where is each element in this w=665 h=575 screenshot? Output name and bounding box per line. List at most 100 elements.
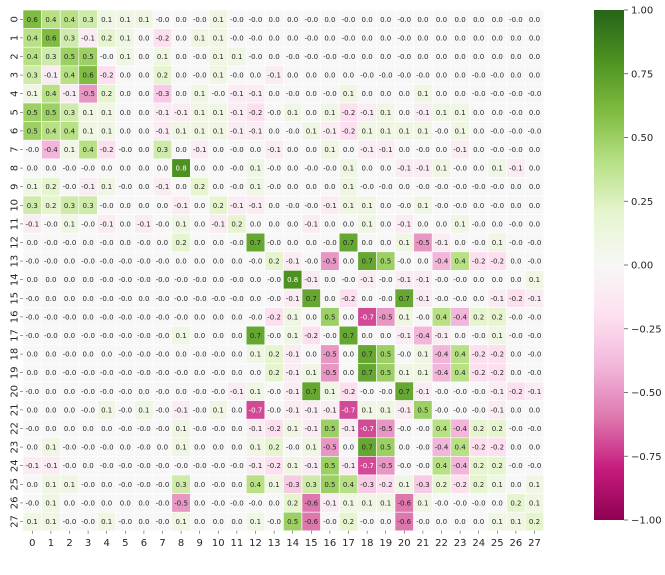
heatmap-cell-label: 0.0	[436, 53, 447, 61]
heatmap-cell-label: 0.0	[510, 351, 521, 359]
x-tick-label: 0	[29, 538, 35, 549]
heatmap-cell-label: 0.7	[306, 295, 317, 303]
heatmap-cell-label: -0.0	[286, 90, 300, 98]
heatmap-cell-label: -0.7	[360, 462, 374, 470]
heatmap-cell-label: 0.0	[343, 220, 354, 228]
heatmap-cell-label: 0.1	[287, 332, 298, 340]
heatmap-cell-label: 0.0	[64, 258, 75, 266]
heatmap-cell-label: -0.0	[118, 369, 132, 377]
heatmap-cell-label: 0.2	[194, 183, 205, 191]
heatmap-cell-label: -0.0	[156, 406, 170, 414]
heatmap-cell-label: -0.0	[118, 258, 132, 266]
heatmap-cell-label: -0.0	[267, 518, 281, 526]
heatmap-cell-label: 0.1	[83, 109, 94, 117]
y-tick-label: 19	[10, 366, 21, 379]
heatmap-cell-label: 0.0	[176, 16, 187, 24]
x-tick-label: 27	[528, 538, 541, 549]
heatmap-cell-label: -0.2	[490, 351, 504, 359]
heatmap-cell-label: 0.1	[492, 481, 503, 489]
heatmap-cell-label: -0.0	[472, 332, 486, 340]
heatmap-cell-label: 0.1	[455, 220, 466, 228]
heatmap-cell-label: -0.0	[81, 444, 95, 452]
heatmap-cell-label: -0.2	[509, 295, 523, 303]
heatmap-cell-label: 0.1	[194, 109, 205, 117]
heatmap-cell-label: 0.0	[250, 369, 261, 377]
heatmap-cell-label: 0.7	[250, 332, 261, 340]
heatmap-cell-label: -0.0	[528, 239, 542, 247]
heatmap-cell-label: -0.0	[342, 276, 356, 284]
heatmap-cell-label: -0.0	[509, 220, 523, 228]
heatmap-cell-label: 0.7	[362, 351, 373, 359]
heatmap-cell-label: 0.0	[473, 518, 484, 526]
heatmap-cell-label: 0.0	[380, 90, 391, 98]
x-tick-label: 8	[178, 538, 184, 549]
heatmap-cell-label: 0.5	[380, 444, 391, 452]
heatmap-cell-label: 0.0	[529, 406, 540, 414]
heatmap-cell-label: 0.0	[287, 239, 298, 247]
heatmap-cell-label: -0.0	[249, 34, 263, 42]
heatmap-cell-label: -0.0	[416, 444, 430, 452]
heatmap-cell-label: -0.1	[304, 220, 318, 228]
heatmap-cell-label: -0.0	[100, 239, 114, 247]
x-tick-label: 10	[212, 538, 225, 549]
heatmap-cell-label: 0.0	[250, 220, 261, 228]
heatmap-cell-label: 0.0	[324, 295, 335, 303]
heatmap-cell-label: -0.0	[267, 183, 281, 191]
heatmap-cell-label: 0.1	[455, 109, 466, 117]
heatmap-cell-label: 0.0	[306, 183, 317, 191]
heatmap-cell-label: -0.1	[174, 109, 188, 117]
heatmap-cell-label: -0.0	[490, 90, 504, 98]
heatmap-cell-label: 0.0	[510, 202, 521, 210]
heatmap-cell-label: 0.1	[101, 127, 112, 135]
heatmap-cell-label: -0.0	[193, 72, 207, 80]
y-axis-ticks: 0123456789101112131415161718192021222324…	[10, 16, 23, 528]
heatmap-cell-label: -0.0	[435, 276, 449, 284]
heatmap-cell-label: -0.5	[323, 351, 337, 359]
heatmap-cell-label: 0.4	[83, 146, 95, 154]
heatmap-cell-label: -0.0	[323, 518, 337, 526]
heatmap-cell-label: 0.0	[473, 276, 484, 284]
heatmap-cell-label: 0.0	[473, 34, 484, 42]
heatmap-cell-label: -0.0	[118, 481, 132, 489]
heatmap-cell-label: 0.0	[231, 481, 242, 489]
heatmap-cell-label: -0.5	[81, 90, 95, 98]
heatmap-cell-label: 0.0	[213, 313, 224, 321]
y-tick-label: 13	[10, 255, 21, 268]
heatmap-cell-label: -0.0	[137, 332, 151, 340]
colorbar	[594, 10, 624, 520]
heatmap-cell-label: 0.0	[27, 351, 38, 359]
heatmap-cell-label: 0.0	[455, 90, 466, 98]
heatmap-cell-label: 0.0	[306, 109, 317, 117]
heatmap-cell-label: 0.0	[417, 258, 428, 266]
heatmap-cell-label: -0.0	[528, 332, 542, 340]
heatmap-cell-label: 0.1	[250, 444, 261, 452]
heatmap-cell-label: -0.0	[118, 146, 132, 154]
heatmap-cell-label: 0.2	[529, 518, 540, 526]
heatmap-cell-label: -0.0	[63, 239, 77, 247]
heatmap-cell-label: -0.1	[509, 165, 523, 173]
heatmap-cell-label: -0.0	[230, 499, 244, 507]
heatmap-cell-label: 0.0	[45, 388, 56, 396]
heatmap-cell-label: 0.0	[436, 16, 447, 24]
heatmap-cell-label: 0.5	[380, 258, 391, 266]
heatmap-cell-label: 0.1	[45, 481, 56, 489]
heatmap-cell-label: 0.0	[380, 53, 391, 61]
x-tick-label: 11	[231, 538, 244, 549]
heatmap-cell-label: -0.0	[156, 481, 170, 489]
heatmap-cell-label: -0.0	[379, 388, 393, 396]
heatmap-cell-label: 0.1	[417, 202, 428, 210]
heatmap-cell-label: 0.2	[231, 220, 242, 228]
heatmap-cell-label: -0.0	[156, 425, 170, 433]
heatmap-cell-label: 0.0	[250, 72, 261, 80]
heatmap-cell-label: -0.4	[435, 369, 449, 377]
heatmap-cell-label: 0.0	[157, 202, 168, 210]
heatmap-cell-label: -0.0	[230, 165, 244, 173]
heatmap-cell-label: -0.1	[360, 146, 374, 154]
y-tick-label: 5	[10, 109, 21, 115]
heatmap-cell-label: 0.4	[64, 72, 76, 80]
heatmap-cell-label: 0.0	[473, 202, 484, 210]
heatmap-cell-label: -0.0	[490, 127, 504, 135]
heatmap-cell-label: -0.0	[100, 462, 114, 470]
heatmap-cell-label: 0.1	[176, 444, 187, 452]
x-tick-label: 25	[491, 538, 504, 549]
